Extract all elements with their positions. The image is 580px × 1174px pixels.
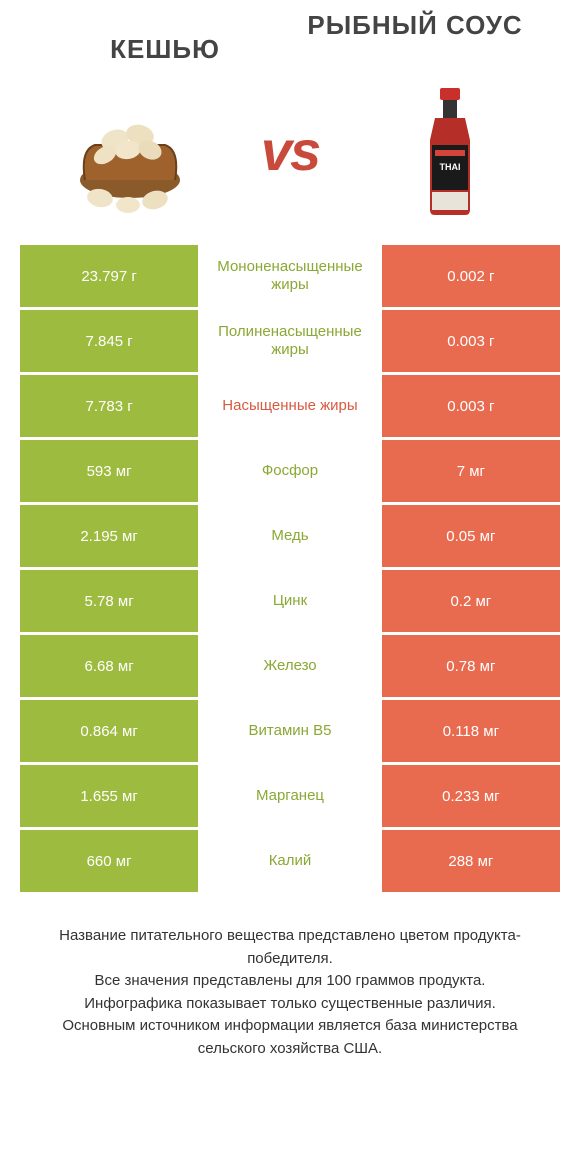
fish-sauce-image: THAI	[380, 80, 520, 220]
nutrient-label: Фосфор	[198, 440, 382, 502]
left-value: 1.655 мг	[20, 765, 198, 827]
cashew-image	[60, 80, 200, 220]
right-value: 7 мг	[382, 440, 560, 502]
right-value: 0.003 г	[382, 310, 560, 372]
nutrient-label: Полиненасыщенные жиры	[198, 310, 382, 372]
right-value: 0.002 г	[382, 245, 560, 307]
right-value: 0.78 мг	[382, 635, 560, 697]
right-product-title: РЫБНЫЙ СОУС	[290, 10, 540, 41]
nutrient-label: Цинк	[198, 570, 382, 632]
svg-text:THAI: THAI	[439, 162, 460, 172]
footer-line-4: Основным источником информации является …	[30, 1015, 550, 1060]
right-value: 0.003 г	[382, 375, 560, 437]
table-row: 660 мгКалий288 мг	[20, 830, 560, 892]
table-row: 2.195 мгМедь0.05 мг	[20, 505, 560, 567]
left-value: 2.195 мг	[20, 505, 198, 567]
right-value: 0.233 мг	[382, 765, 560, 827]
right-value: 0.118 мг	[382, 700, 560, 762]
table-row: 5.78 мгЦинк0.2 мг	[20, 570, 560, 632]
nutrient-label: Марганец	[198, 765, 382, 827]
header-right: РЫБНЫЙ СОУС	[290, 10, 540, 41]
infographic-container: КЕШЬЮ РЫБНЫЙ СОУС vs	[0, 0, 580, 1174]
cashew-icon	[60, 80, 200, 220]
left-value: 7.845 г	[20, 310, 198, 372]
left-value: 0.864 мг	[20, 700, 198, 762]
right-value: 0.05 мг	[382, 505, 560, 567]
nutrient-label: Витамин B5	[198, 700, 382, 762]
vs-label: vs	[261, 118, 319, 183]
left-value: 593 мг	[20, 440, 198, 502]
table-row: 1.655 мгМарганец0.233 мг	[20, 765, 560, 827]
nutrient-label: Насыщенные жиры	[198, 375, 382, 437]
table-row: 7.845 гПолиненасыщенные жиры0.003 г	[20, 310, 560, 372]
right-value: 0.2 мг	[382, 570, 560, 632]
comparison-table: 23.797 гМононенасыщенные жиры0.002 г7.84…	[0, 245, 580, 895]
left-value: 5.78 мг	[20, 570, 198, 632]
left-value: 660 мг	[20, 830, 198, 892]
header-left: КЕШЬЮ	[40, 10, 290, 65]
table-row: 23.797 гМононенасыщенные жиры0.002 г	[20, 245, 560, 307]
left-value: 6.68 мг	[20, 635, 198, 697]
left-product-title: КЕШЬЮ	[40, 34, 290, 65]
header: КЕШЬЮ РЫБНЫЙ СОУС	[0, 0, 580, 65]
table-row: 7.783 гНасыщенные жиры0.003 г	[20, 375, 560, 437]
footer-line-1: Название питательного вещества представл…	[30, 925, 550, 970]
nutrient-label: Калий	[198, 830, 382, 892]
footer: Название питательного вещества представл…	[0, 895, 580, 1080]
nutrient-label: Медь	[198, 505, 382, 567]
left-value: 23.797 г	[20, 245, 198, 307]
table-row: 6.68 мгЖелезо0.78 мг	[20, 635, 560, 697]
footer-line-3: Инфографика показывает только существенн…	[30, 993, 550, 1016]
bottle-icon: THAI	[380, 80, 520, 220]
table-row: 593 мгФосфор7 мг	[20, 440, 560, 502]
footer-line-2: Все значения представлены для 100 граммо…	[30, 970, 550, 993]
left-value: 7.783 г	[20, 375, 198, 437]
table-row: 0.864 мгВитамин B50.118 мг	[20, 700, 560, 762]
nutrient-label: Железо	[198, 635, 382, 697]
images-row: vs THAI	[0, 65, 580, 245]
right-value: 288 мг	[382, 830, 560, 892]
nutrient-label: Мононенасыщенные жиры	[198, 245, 382, 307]
